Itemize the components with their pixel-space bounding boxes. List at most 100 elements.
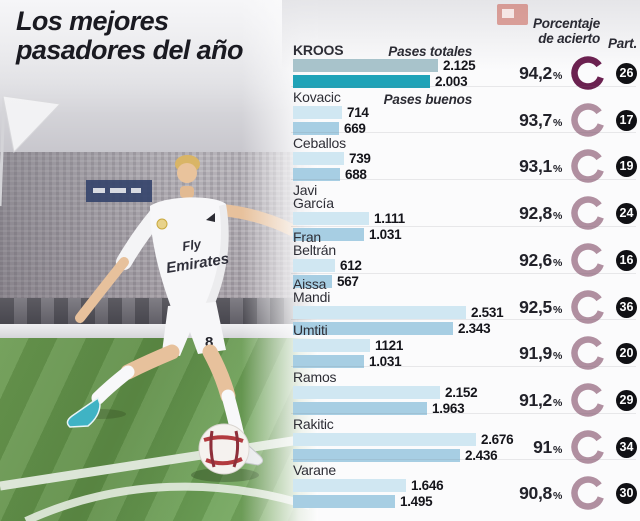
row-divider	[291, 225, 636, 227]
total-passes-value: 739	[349, 151, 371, 167]
bar-total-passes	[293, 305, 466, 319]
accuracy-header-line2: de acierto	[538, 30, 600, 46]
matches-played-badge: 36	[616, 296, 637, 318]
accuracy-value: 93,7	[519, 109, 552, 130]
percent-sign: %	[552, 70, 562, 82]
player-row: Varane 1.646 1.495 90,8% 30	[0, 459, 640, 511]
legend-total-passes: Pases totales	[388, 44, 472, 59]
player-name: Ceballos	[293, 135, 346, 152]
player-name: Rakitic	[293, 415, 334, 432]
accuracy-ring	[571, 56, 605, 90]
player-row: Aissa Mandi 2.531 2.343 92,5% 36	[0, 272, 640, 335]
accuracy-value: 93,1	[519, 156, 552, 177]
bar-total-passes	[293, 212, 369, 226]
player-name: Ramos	[293, 368, 337, 385]
player-row: Javi García 1.111 1.031 92,8% 24	[0, 179, 640, 241]
percent-sign: %	[552, 490, 562, 503]
total-passes-value: 714	[347, 104, 369, 120]
player-row: KROOS 2.125 2.003 94,2% 26	[0, 42, 640, 91]
player-row: Ceballos 739 688 93,1% 19	[0, 132, 640, 184]
bar-total-passes	[293, 432, 476, 446]
bar-total-passes	[293, 59, 438, 72]
accuracy-ring	[571, 336, 605, 370]
good-passes-value: 1.963	[432, 400, 465, 416]
player-name: Kovacic	[293, 88, 341, 105]
matches-played-badge: 16	[616, 249, 637, 271]
total-passes-value: 2.125	[443, 58, 476, 73]
bar-good-passes	[293, 495, 395, 509]
player-row: Kovacic 714 669 93,7% 17	[0, 85, 640, 138]
total-passes-value: 1.111	[374, 211, 405, 227]
percent-sign: %	[552, 210, 562, 223]
percent-sign: %	[552, 116, 562, 129]
matches-played-badge: 20	[616, 343, 637, 365]
accuracy-percent: 92,6%	[519, 250, 562, 273]
good-passes-value: 2.003	[435, 74, 468, 89]
bar-good-passes	[293, 321, 453, 335]
player-name: KROOS	[293, 42, 344, 58]
accuracy-column-header: Porcentaje de acierto	[532, 16, 600, 46]
percent-sign: %	[552, 303, 562, 316]
accuracy-percent: 91%	[533, 437, 562, 460]
total-passes-value: 2.676	[481, 431, 514, 447]
player-row: Ramos 2.152 1.963 91,2% 29	[0, 365, 640, 418]
percent-sign: %	[552, 396, 562, 409]
accuracy-ring	[571, 149, 605, 184]
player-name: Umtiti	[293, 322, 328, 339]
matches-column-header: Part.	[607, 36, 637, 51]
matches-played-badge: 24	[616, 203, 637, 225]
title-line1: Los mejores	[16, 6, 169, 36]
bar-good-passes	[293, 448, 460, 462]
accuracy-ring	[571, 102, 605, 137]
good-passes-value: 2.436	[465, 447, 498, 463]
accuracy-header-line1: Porcentaje	[532, 16, 600, 31]
percent-sign: %	[552, 256, 562, 269]
matches-played-badge: 34	[616, 436, 637, 458]
total-passes-value: 1121	[375, 338, 404, 354]
accuracy-ring	[571, 196, 605, 230]
accuracy-percent: 92,8%	[519, 203, 562, 226]
total-passes-value: 612	[340, 257, 362, 273]
good-passes-value: 567	[337, 273, 359, 289]
bar-good-passes	[293, 355, 364, 369]
bar-good-passes	[293, 274, 332, 288]
accuracy-percent: 91,2%	[519, 390, 562, 413]
row-divider	[291, 132, 636, 134]
row-divider	[291, 319, 636, 321]
page-title: Los mejores pasadores del año	[16, 7, 243, 65]
accuracy-value: 91	[533, 436, 552, 457]
player-name: Fran Beltrán	[293, 228, 336, 258]
total-passes-value: 2.152	[445, 384, 478, 400]
bar-good-passes	[293, 168, 340, 182]
player-name: Varane	[293, 462, 336, 479]
matches-played-badge: 19	[616, 156, 637, 178]
accuracy-value: 91,9	[519, 343, 552, 364]
accuracy-value: 90,8	[519, 483, 552, 504]
player-row: Rakitic 2.676 2.436 91% 34	[0, 412, 640, 465]
accuracy-value: 92,8	[519, 203, 552, 224]
good-passes-value: 1.495	[400, 494, 433, 510]
accuracy-ring	[571, 243, 605, 277]
bar-total-passes	[293, 479, 406, 493]
photo-fade	[0, 0, 318, 521]
accuracy-percent: 93,1%	[519, 156, 562, 179]
percent-sign: %	[552, 443, 562, 456]
bar-good-passes	[293, 401, 427, 415]
player-photo: Fly Emirates 8	[0, 0, 318, 521]
accuracy-ring	[571, 289, 605, 324]
row-divider	[291, 365, 636, 367]
title-line2: pasadores del año	[16, 35, 243, 65]
percent-sign: %	[552, 163, 562, 176]
row-divider	[291, 459, 636, 461]
bar-total-passes	[293, 152, 344, 166]
player-name: Aissa Mandi	[293, 275, 331, 305]
bar-total-passes	[293, 258, 335, 272]
accuracy-ring	[571, 383, 605, 417]
total-passes-value: 1.646	[411, 478, 444, 494]
row-divider	[291, 85, 636, 87]
scoreboard-red-panel	[497, 4, 528, 25]
good-passes-value: 2.343	[458, 320, 491, 336]
player-row: Umtiti 1121 1.031 91,9% 20	[0, 319, 640, 371]
player-name: Javi García	[293, 182, 334, 212]
